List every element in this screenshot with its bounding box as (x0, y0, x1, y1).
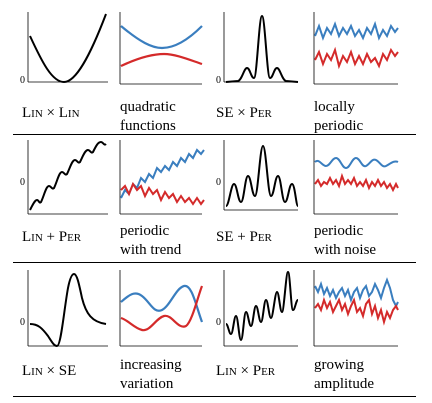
kernel-left: Lin (216, 363, 237, 379)
zero-tick-label: 0 (216, 177, 221, 188)
structure-description: periodic with trend (120, 222, 181, 260)
sample-plot-locally-periodic (313, 12, 400, 85)
sample-plot-svg (313, 270, 399, 347)
row-divider (13, 262, 416, 263)
row-divider (13, 134, 416, 135)
sample-curve-blue (120, 148, 205, 199)
kernel-left: Lin (22, 105, 43, 121)
description-line: amplitude (314, 376, 374, 392)
kernel-curve (29, 140, 107, 211)
sample-curve-blue (120, 284, 204, 323)
kernel-name: SE × Per (216, 104, 272, 122)
zero-tick-label: 0 (216, 75, 221, 86)
kernel-plot-se-plus-per (223, 140, 300, 212)
kernel-operator: + (237, 229, 246, 245)
description-line: variation (120, 376, 174, 392)
kernel-plot-svg (223, 140, 299, 211)
kernel-name: Lin × Lin (22, 104, 80, 122)
sample-curve-red (314, 46, 399, 70)
sample-plot-svg (119, 270, 204, 347)
zero-tick-label: 0 (216, 317, 221, 328)
sample-curve-red (314, 172, 399, 193)
kernel-plot-svg (223, 12, 299, 83)
kernel-plot-svg (27, 270, 108, 348)
kernel-name: Lin + Per (22, 228, 81, 246)
sample-plot-increasing-variation (119, 270, 204, 347)
kernel-plot-lin-times-se (27, 270, 110, 348)
sample-curve-red (120, 285, 204, 332)
kernel-right: Lin (58, 105, 80, 121)
sample-plot-periodic-with-noise (313, 140, 400, 215)
kernel-operator: × (46, 105, 55, 121)
sample-curve-blue (314, 277, 399, 309)
kernel-plot-svg (27, 12, 108, 84)
sample-curve-blue (314, 20, 399, 41)
kernel-left: SE (216, 229, 234, 245)
bottom-rule (13, 396, 416, 397)
structure-description: locally periodic (314, 98, 363, 136)
kernel-plot-se-times-per (223, 12, 300, 84)
kernel-operator: × (237, 105, 246, 121)
kernel-operator: × (240, 363, 249, 379)
sample-plot-svg (313, 140, 399, 215)
kernel-right: Per (252, 363, 276, 379)
sample-plot-svg (313, 12, 399, 85)
kernel-plot-svg (27, 140, 108, 215)
structure-description: growing amplitude (314, 356, 374, 394)
kernel-name: SE + Per (216, 228, 272, 246)
zero-tick-label: 0 (20, 317, 25, 328)
kernel-operator: + (46, 229, 55, 245)
kernel-plot-lin-times-lin (27, 12, 110, 84)
kernel-plot-lin-times-per (223, 270, 300, 347)
description-line: periodic (314, 118, 364, 134)
description-line: periodic (314, 223, 364, 239)
sample-curve-red (120, 52, 203, 67)
sample-curve-red (314, 296, 399, 326)
kernel-curve (225, 14, 299, 83)
sample-plot-svg (119, 140, 205, 215)
description-line: quadratic (120, 99, 176, 115)
kernel-left: Lin (22, 229, 43, 245)
sample-plot-quadratic (119, 12, 204, 85)
sample-curve-blue (120, 25, 203, 50)
kernel-right: Per (249, 229, 272, 245)
zero-tick-label: 0 (20, 177, 25, 188)
sample-plot-growing-amplitude (313, 270, 400, 347)
kernel-curve (29, 13, 107, 84)
structure-description: increasing variation (120, 356, 182, 394)
sample-curve-blue (314, 156, 399, 170)
structure-description: periodic with noise (314, 222, 376, 260)
kernel-plot-svg (223, 270, 299, 347)
description-line: periodic (120, 223, 170, 239)
description-line: growing (314, 357, 364, 373)
sample-plot-periodic-with-trend (119, 140, 205, 215)
kernel-right: Per (58, 229, 82, 245)
kernel-curve (29, 272, 107, 348)
kernel-right: Per (249, 105, 272, 121)
kernel-name: Lin × Per (216, 362, 275, 380)
zero-tick-label: 0 (20, 75, 25, 86)
sample-curve-red (120, 181, 205, 206)
description-line: locally (314, 99, 355, 115)
kernel-right: SE (58, 363, 77, 379)
kernel-name: Lin × SE (22, 362, 76, 380)
description-line: with noise (314, 242, 377, 258)
kernel-operator: × (46, 363, 55, 379)
kernel-plot-lin-plus-per (27, 140, 110, 215)
kernel-left: SE (216, 105, 234, 121)
kernel-left: Lin (22, 363, 43, 379)
description-line: with trend (120, 242, 182, 258)
description-line: functions (120, 118, 176, 134)
kernel-curve (225, 270, 299, 342)
description-line: increasing (120, 357, 182, 373)
kernel-curve (225, 144, 299, 207)
sample-plot-svg (119, 12, 203, 85)
structure-description: quadratic functions (120, 98, 176, 136)
